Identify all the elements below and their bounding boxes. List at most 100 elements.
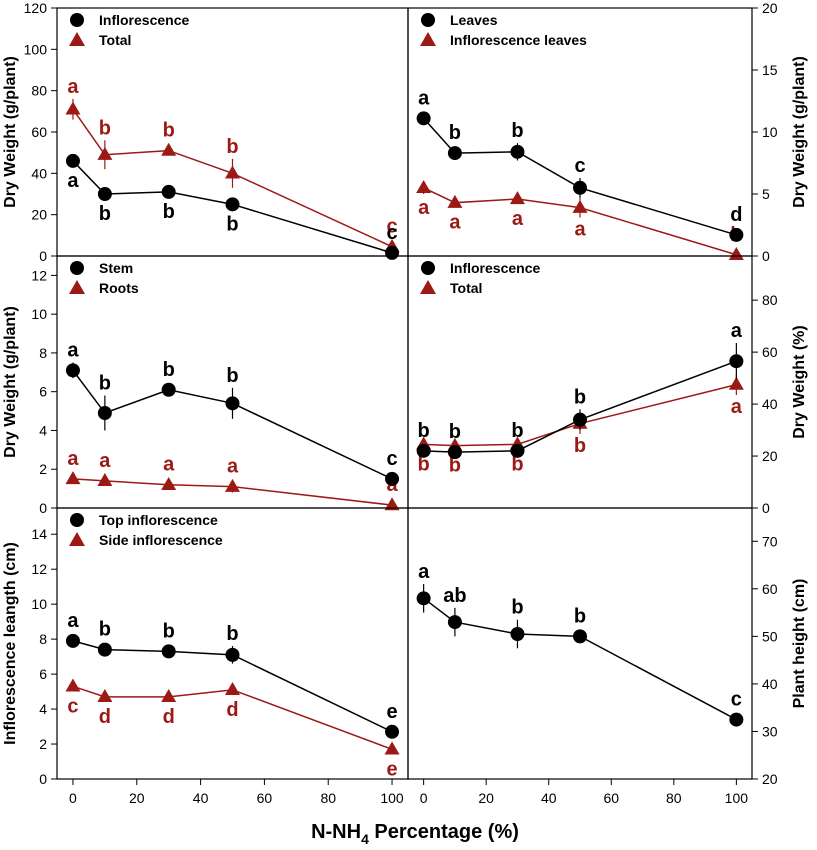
significance-letter: a xyxy=(418,561,430,583)
data-point xyxy=(385,245,400,260)
significance-letter: e xyxy=(386,758,397,780)
y-tick-label: 14 xyxy=(31,526,47,542)
legend-label: Leaves xyxy=(450,12,498,28)
y-tick-label: 20 xyxy=(762,771,778,787)
significance-letter: a xyxy=(512,208,524,230)
data-point xyxy=(65,633,80,648)
y-tick-label: 50 xyxy=(762,628,778,644)
series-2: ab bbc xyxy=(65,76,400,252)
significance-letter: b xyxy=(574,435,586,457)
data-point xyxy=(161,476,177,490)
significance-letter: b xyxy=(163,359,175,381)
significance-letter: b xyxy=(226,136,238,158)
data-point xyxy=(65,678,81,692)
significance-letter: a xyxy=(574,219,586,241)
significance-letter: b xyxy=(449,122,461,144)
significance-letter: b xyxy=(449,455,461,477)
significance-letter: c xyxy=(731,689,742,711)
y-tick-label: 80 xyxy=(31,83,47,99)
x-tick-label: 100 xyxy=(380,790,404,806)
data-point xyxy=(225,647,240,662)
significance-letter: b xyxy=(574,605,586,627)
y-tick-label: 60 xyxy=(762,344,778,360)
data-point xyxy=(385,724,400,739)
panel-6: 20 30 40 50 60 70 Plant height (cm) 0 20 40 60 80 10… xyxy=(407,507,808,806)
legend-label: Side inflorescence xyxy=(99,532,223,548)
data-point xyxy=(728,246,744,260)
legend-marker xyxy=(70,13,84,27)
data-point xyxy=(225,396,240,411)
significance-letter: a xyxy=(227,456,239,478)
y-tick-label: 20 xyxy=(31,207,47,223)
data-point xyxy=(384,497,400,511)
y-tick-label: 4 xyxy=(39,701,47,717)
data-point xyxy=(729,354,744,369)
significance-letter: a xyxy=(67,448,79,470)
x-axis-title-sub: 4 xyxy=(361,831,369,847)
x-axis-title-tail: Percentage (%) xyxy=(369,821,519,843)
significance-letter: b xyxy=(163,201,175,223)
y-tick-label: 20 xyxy=(762,448,778,464)
data-point xyxy=(65,101,81,115)
data-point xyxy=(447,615,462,630)
series-2: c d d de xyxy=(65,678,400,780)
significance-letter: a xyxy=(731,396,743,418)
data-point xyxy=(447,445,462,460)
legend-label: Top inflorescence xyxy=(99,512,218,528)
data-point xyxy=(572,199,588,213)
significance-letter: b xyxy=(226,623,238,645)
legend-marker xyxy=(420,280,436,294)
significance-letter: d xyxy=(226,699,238,721)
panel-5: 0 2 4 6 8 10 12 14 Inflorescence leangth (cm) 0 20… xyxy=(2,507,409,806)
legend-label: Inflorescence leaves xyxy=(450,32,587,48)
y-tick-label: 10 xyxy=(31,596,47,612)
significance-letter: b xyxy=(418,420,430,442)
legend-marker xyxy=(69,32,85,46)
significance-letter: b xyxy=(511,120,523,142)
x-tick-label: 20 xyxy=(478,790,494,806)
significance-letter: b xyxy=(511,597,523,619)
y-tick-label: 5 xyxy=(762,186,770,202)
significance-letter: e xyxy=(386,701,397,723)
y-tick-label: 8 xyxy=(39,631,47,647)
x-tick-label: 100 xyxy=(725,790,749,806)
y-tick-label: 30 xyxy=(762,723,778,739)
data-point xyxy=(416,111,431,126)
significance-letter: d xyxy=(163,706,175,728)
data-point xyxy=(509,191,525,205)
legend-label: Roots xyxy=(99,280,139,296)
y-tick-label: 6 xyxy=(39,384,47,400)
data-point xyxy=(416,180,432,193)
data-point xyxy=(510,144,525,159)
significance-letter: a xyxy=(449,212,461,234)
y-tick-label: 12 xyxy=(31,267,47,283)
data-point xyxy=(65,153,80,168)
significance-letter: b xyxy=(163,120,175,142)
y-tick-label: 0 xyxy=(39,500,47,516)
y-tick-label: 80 xyxy=(762,292,778,308)
y-tick-label: 6 xyxy=(39,666,47,682)
data-point xyxy=(728,376,744,390)
legend-marker xyxy=(69,280,85,294)
legend: Stem Roots xyxy=(69,260,139,296)
y-tick-label: 0 xyxy=(762,248,770,264)
legend: Leaves Inflorescence leaves xyxy=(420,12,587,48)
significance-letter: c xyxy=(386,222,397,244)
data-point xyxy=(161,184,176,199)
legend-marker xyxy=(69,532,85,546)
x-tick-label: 60 xyxy=(603,790,619,806)
legend-marker xyxy=(421,13,435,27)
data-point xyxy=(729,227,744,242)
legend-label: Inflorescence xyxy=(450,260,540,276)
data-point xyxy=(729,712,744,727)
significance-letter: b xyxy=(418,453,430,475)
data-point xyxy=(161,382,176,397)
x-tick-label: 40 xyxy=(541,790,557,806)
data-point xyxy=(384,741,400,755)
x-tick-label: 40 xyxy=(193,790,209,806)
